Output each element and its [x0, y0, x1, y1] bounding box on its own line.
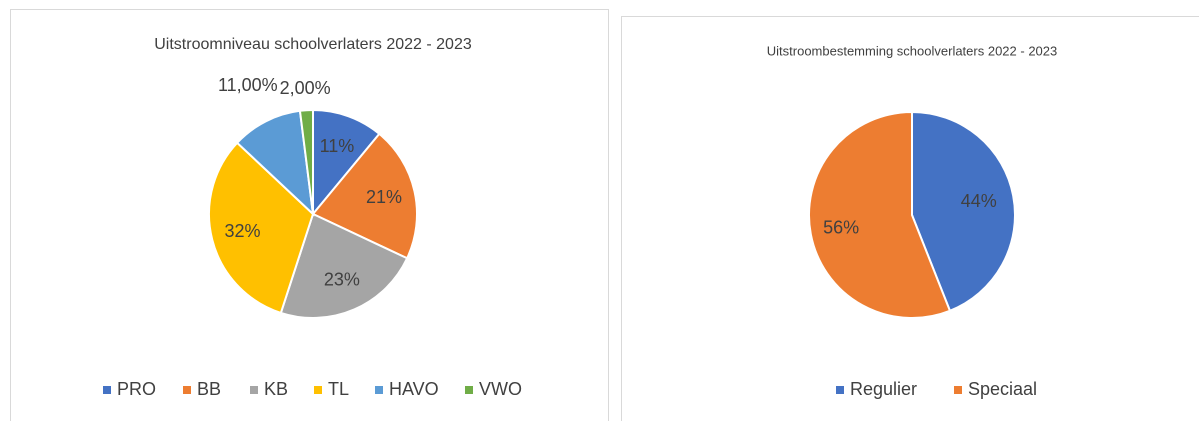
data-label: 32%	[224, 221, 260, 241]
legend-swatch	[103, 386, 111, 394]
data-label: 11,00%	[218, 75, 278, 95]
data-label: 2,00%	[280, 78, 331, 98]
data-label: 21%	[366, 187, 402, 207]
legend-swatch	[183, 386, 191, 394]
legend-swatch	[250, 386, 258, 394]
data-label: 44%	[961, 191, 997, 211]
legend-label: VWO	[479, 379, 522, 399]
legend-label: BB	[197, 379, 221, 399]
legend-label: TL	[328, 379, 349, 399]
data-label: 11%	[320, 136, 355, 156]
legend-label: HAVO	[389, 379, 439, 399]
pie-slice	[279, 212, 409, 319]
legend-swatch	[465, 386, 473, 394]
pie-slice	[808, 110, 952, 319]
pie-slice	[208, 141, 315, 315]
data-label: 23%	[324, 270, 360, 290]
legend-label: Speciaal	[968, 379, 1037, 399]
legend-swatch	[314, 386, 322, 394]
pie-slice	[911, 110, 1016, 313]
legend-label: PRO	[117, 379, 156, 399]
legend-label: Regulier	[850, 379, 917, 399]
data-label: 56%	[823, 217, 859, 237]
panel-border	[10, 9, 609, 421]
legend-swatch	[954, 386, 962, 394]
chart-title: Uitstroomniveau schoolverlaters 2022 - 2…	[154, 36, 472, 53]
pie-slice	[311, 132, 418, 260]
chart-title: Uitstroombestemming schoolverlaters 2022…	[767, 43, 1057, 58]
pie-slice	[298, 108, 314, 215]
panel-border	[621, 16, 1199, 421]
pie-slice	[235, 109, 315, 217]
legend-swatch	[375, 386, 383, 394]
pie-slice	[312, 108, 381, 217]
legend-label: KB	[264, 379, 288, 399]
legend-swatch	[836, 386, 844, 394]
